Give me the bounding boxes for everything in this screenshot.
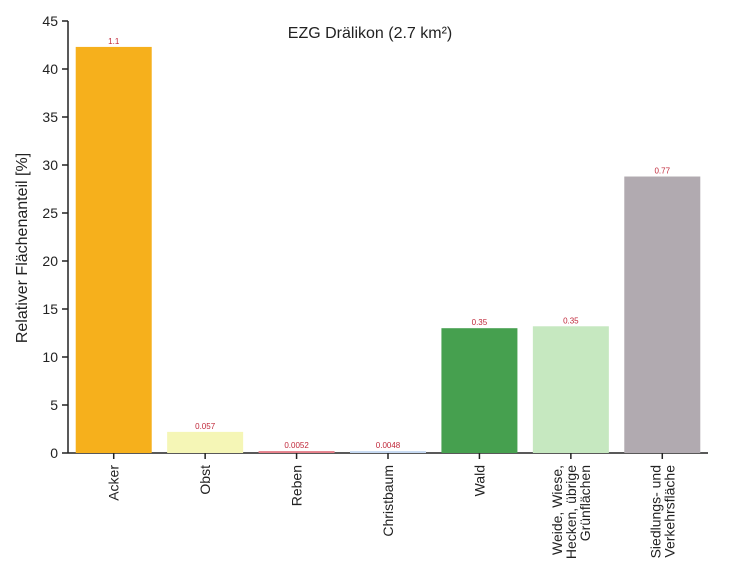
- y-tick-label: 35: [42, 109, 58, 125]
- x-axis: [68, 452, 708, 459]
- y-tick-label: 45: [42, 13, 58, 29]
- category-label: Acker: [106, 465, 122, 501]
- data-label: 0.35: [563, 316, 579, 325]
- bar: [75, 46, 152, 454]
- y-axis-label: Relativer Flächenanteil [%]: [14, 153, 31, 343]
- data-label: 0.0048: [376, 441, 401, 450]
- data-label: 1.1: [108, 37, 120, 46]
- chart-title: EZG Drälikon (2.7 km²): [288, 25, 452, 42]
- category-label-line: Grünflächen: [577, 465, 593, 541]
- category-label: Reben: [289, 465, 305, 506]
- bar: [167, 431, 244, 453]
- y-tick-label: 25: [42, 205, 58, 221]
- y-tick-label: 5: [50, 397, 58, 413]
- category-label-line: Christbaum: [380, 465, 396, 537]
- y-axis: 0 5 10 15 20 25 30 35 40 45: [42, 13, 69, 461]
- category-label-line: Siedlungs- und: [647, 465, 663, 558]
- data-label: 0.057: [195, 422, 216, 431]
- category-label-line: Verkehrsfläche: [661, 465, 677, 558]
- bars: [75, 46, 701, 454]
- category-label-line: Obst: [197, 465, 213, 495]
- y-tick-label: 0: [50, 445, 58, 461]
- bar: [350, 451, 426, 453]
- bar: [441, 328, 518, 453]
- category-label: Wald: [471, 465, 487, 496]
- y-tick-label: 10: [42, 349, 58, 365]
- data-label: 0.77: [654, 167, 670, 176]
- y-tick-label: 15: [42, 301, 58, 317]
- y-tick-label: 40: [42, 61, 58, 77]
- category-label: Christbaum: [380, 465, 396, 537]
- y-tick-label: 20: [42, 253, 58, 269]
- category-label-line: Acker: [106, 465, 122, 501]
- data-label: 0.35: [472, 318, 488, 327]
- bar: [624, 176, 701, 453]
- data-labels: 1.1 0.057 0.0052 0.0048 0.35 0.35 0.77: [108, 37, 670, 450]
- bar: [532, 326, 609, 453]
- category-label: Obst: [197, 465, 213, 495]
- category-labels: Acker Obst Reben Christbaum Wald Weide, Wiese…: [106, 465, 678, 559]
- category-label-line: Weide, Wiese,: [549, 465, 565, 555]
- category-label-line: Reben: [289, 465, 305, 506]
- y-tick-label: 30: [42, 157, 58, 173]
- bar: [258, 451, 335, 453]
- category-label-line: Wald: [471, 465, 487, 496]
- data-label: 0.0052: [284, 441, 309, 450]
- category-label-line: Hecken, übrige: [563, 465, 579, 559]
